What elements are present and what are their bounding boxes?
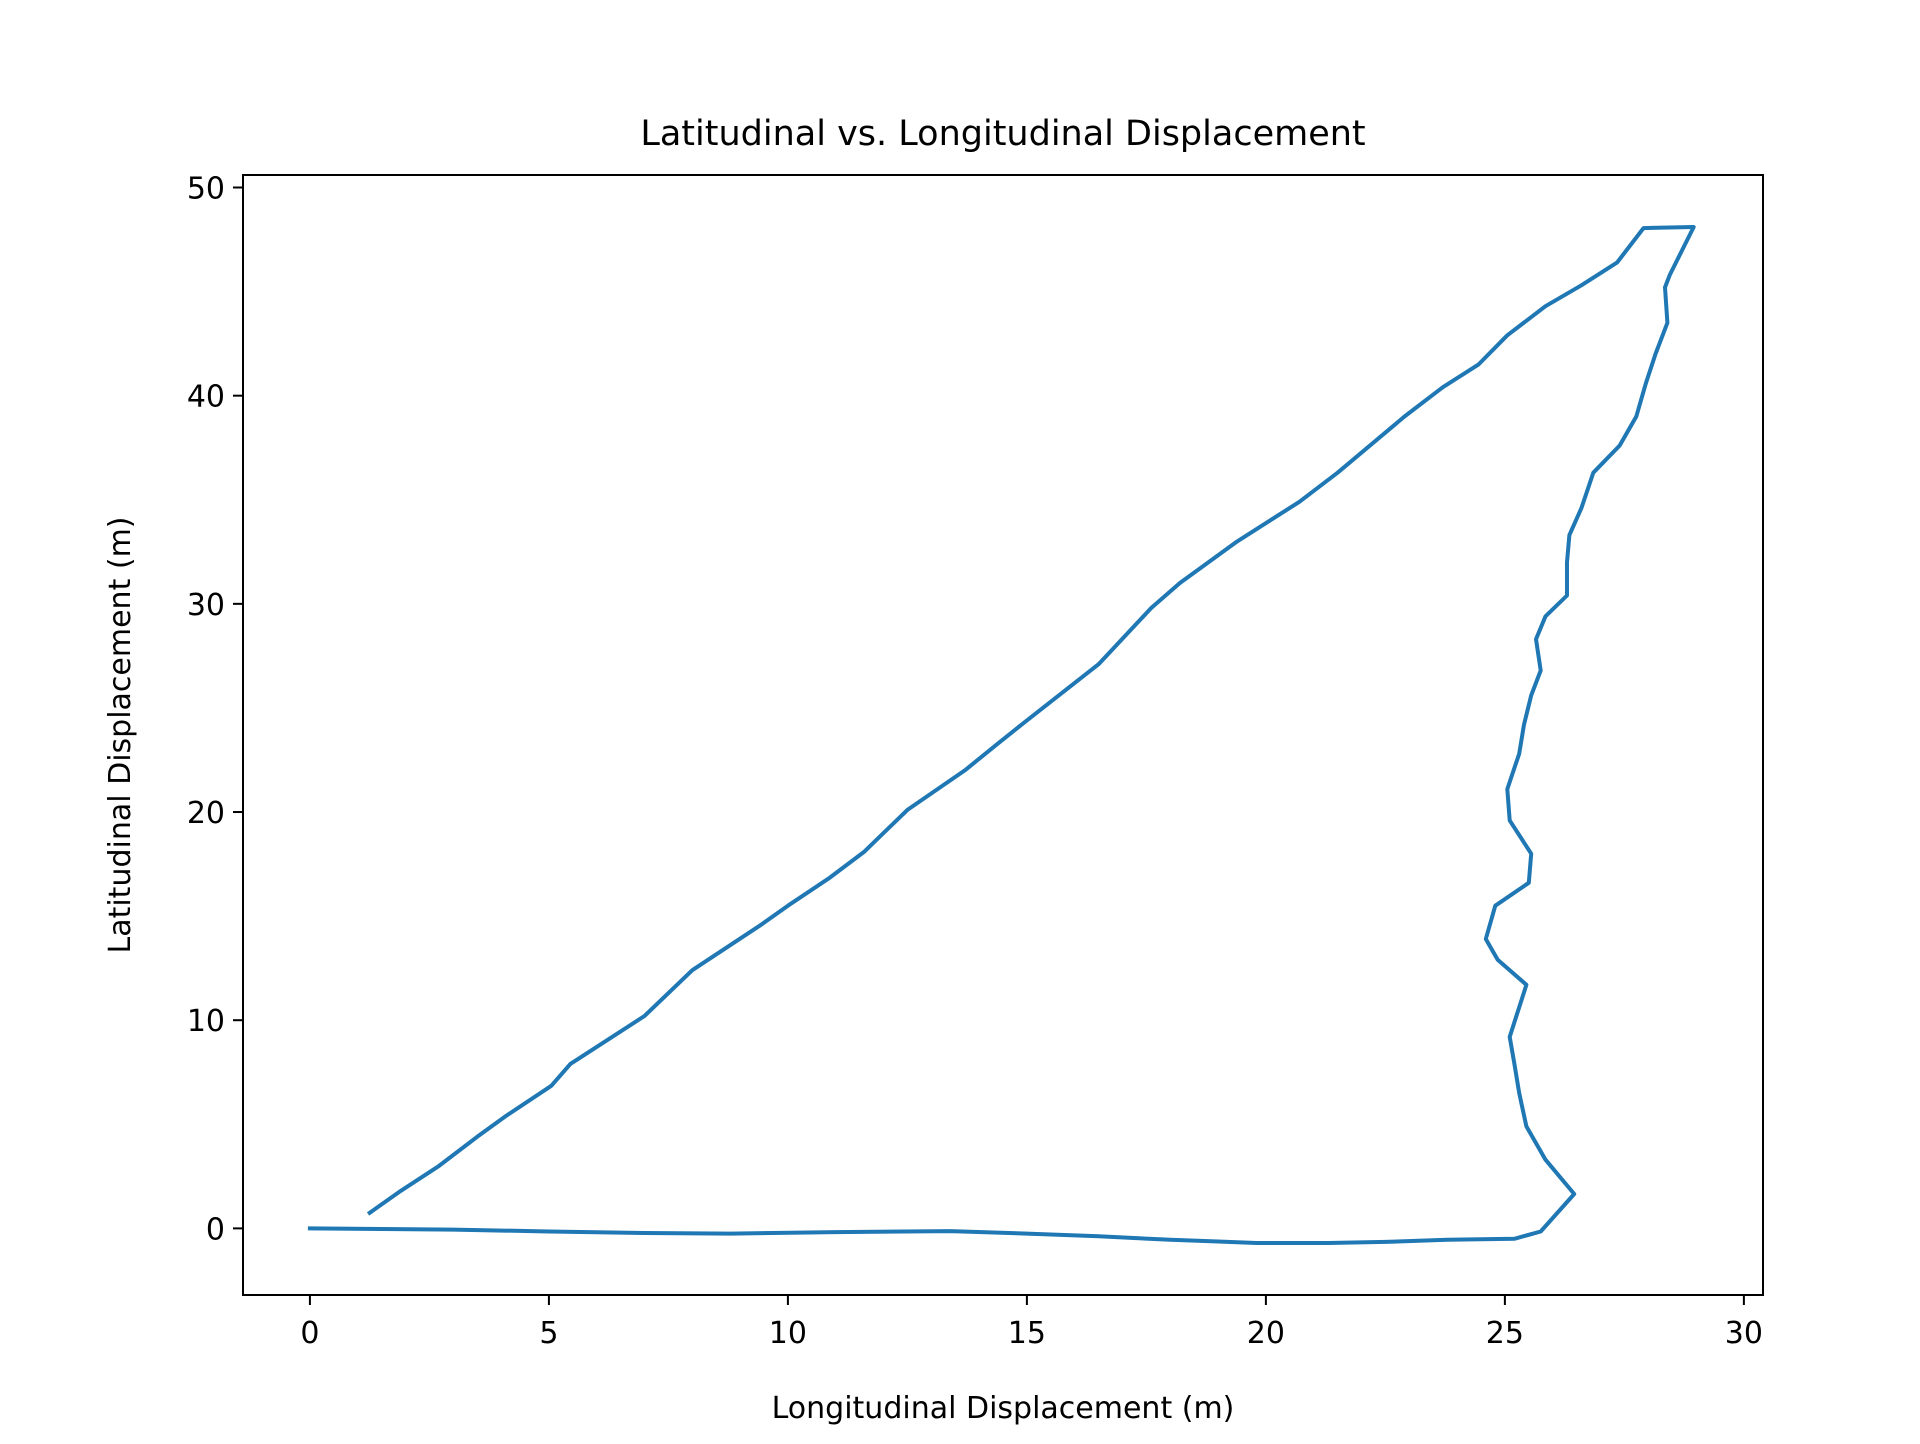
y-tick-label: 0 [206,1212,225,1247]
plot-area-frame [242,174,1764,1296]
y-axis-ticks: 0 10 20 30 40 50 [187,171,243,1247]
x-tick-label: 0 [300,1316,319,1351]
x-tick-label: 30 [1725,1316,1763,1351]
y-axis-label: Latitudinal Displacement (m) [103,516,138,953]
y-tick-label: 10 [187,1004,225,1039]
y-tick-label: 30 [187,588,225,623]
x-tick-label: 5 [539,1316,558,1351]
y-tick-label: 50 [187,171,225,206]
series-line [307,225,1696,1245]
x-axis-label: Longitudinal Displacement (m) [772,1391,1235,1426]
chart-title: Latitudinal vs. Longitudinal Displacemen… [640,114,1365,154]
y-tick-label: 40 [187,380,225,415]
x-tick-label: 20 [1247,1316,1285,1351]
x-tick-label: 10 [769,1316,807,1351]
y-tick-label: 20 [187,796,225,831]
series-group [307,225,1696,1245]
x-axis-ticks: 0 5 10 15 20 25 30 [300,1295,1763,1351]
x-tick-label: 25 [1486,1316,1524,1351]
x-tick-label: 15 [1008,1316,1046,1351]
